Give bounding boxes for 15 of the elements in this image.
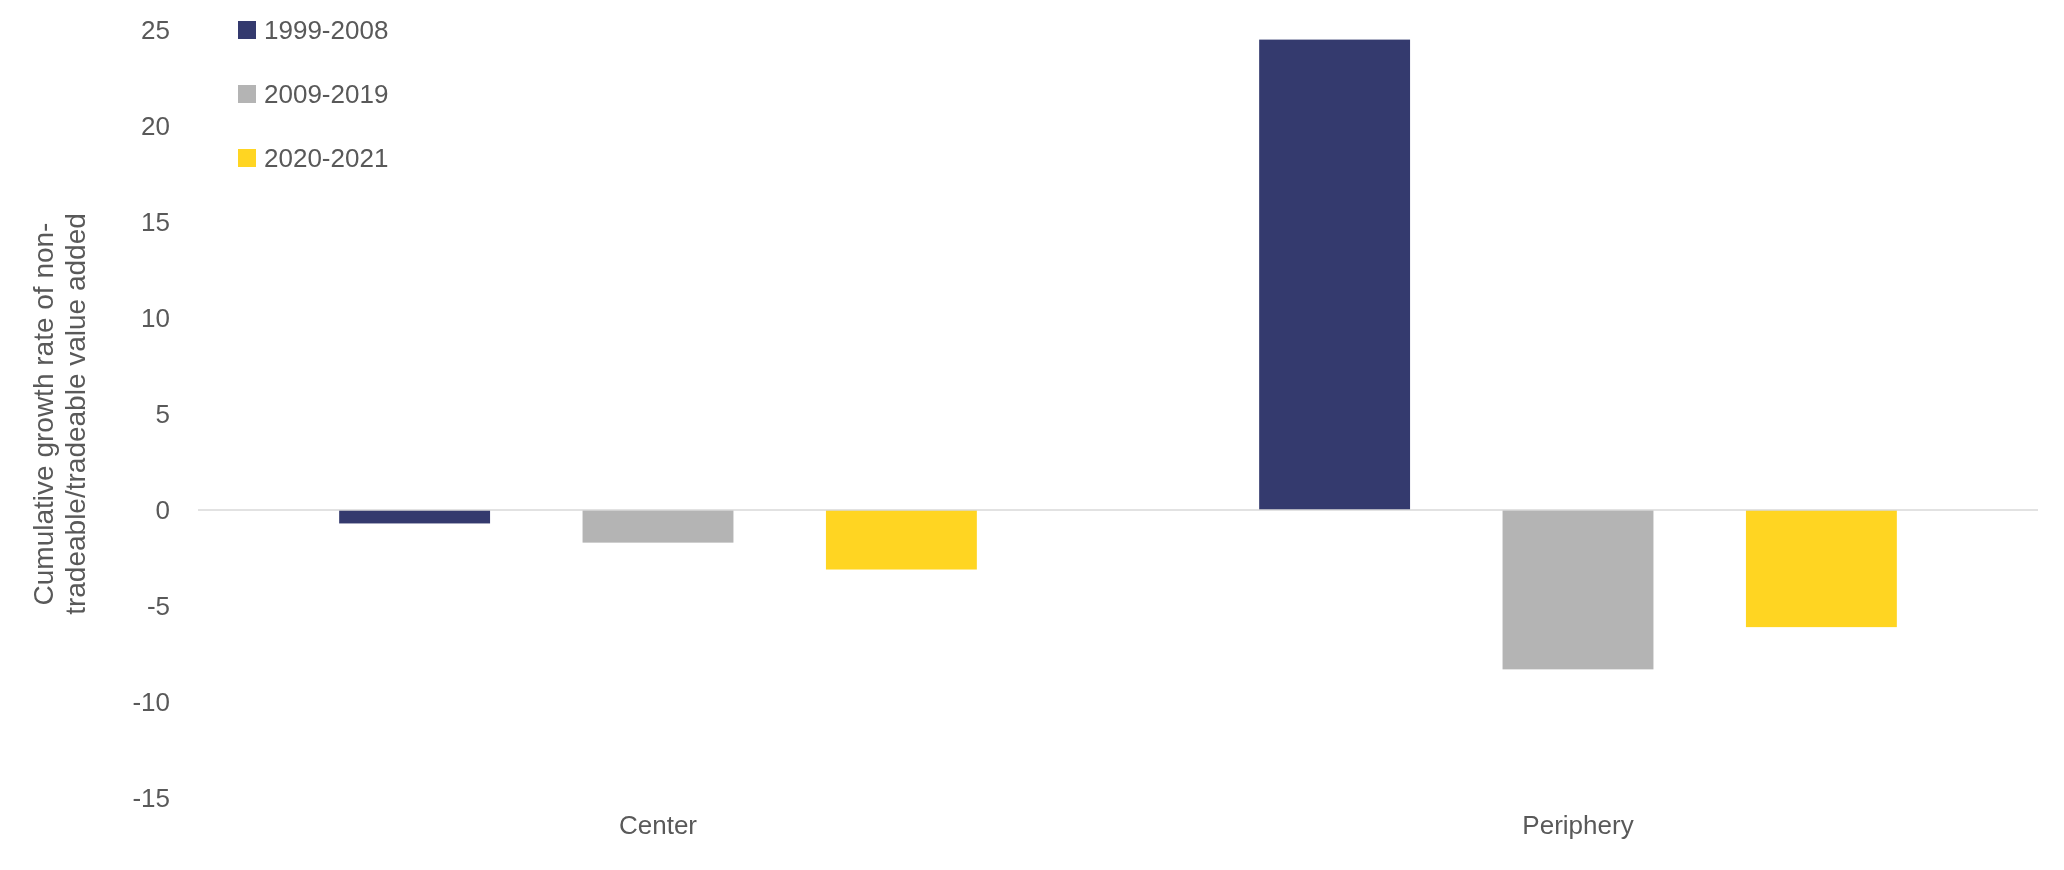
legend-label: 2009-2019 (264, 79, 389, 110)
y-tick-label: 10 (141, 303, 170, 334)
x-tick-label: Periphery (1522, 810, 1634, 840)
y-tick-label: 15 (141, 207, 170, 238)
y-axis-title: Cumulative growth rate of non-tradeable/tradeable value added (28, 213, 92, 615)
y-tick-label: 25 (141, 15, 170, 46)
y-tick-label: -10 (132, 687, 170, 718)
y-tick-label: 20 (141, 111, 170, 142)
y-tick-label: 5 (155, 399, 170, 430)
legend-label: 1999-2008 (264, 15, 389, 46)
y-tick-label: -5 (146, 591, 170, 622)
legend-label: 2020-2021 (264, 143, 389, 174)
y-tick-label: 0 (155, 495, 170, 526)
y-tick-label: -15 (132, 783, 170, 814)
x-tick-label: Center (618, 810, 698, 840)
